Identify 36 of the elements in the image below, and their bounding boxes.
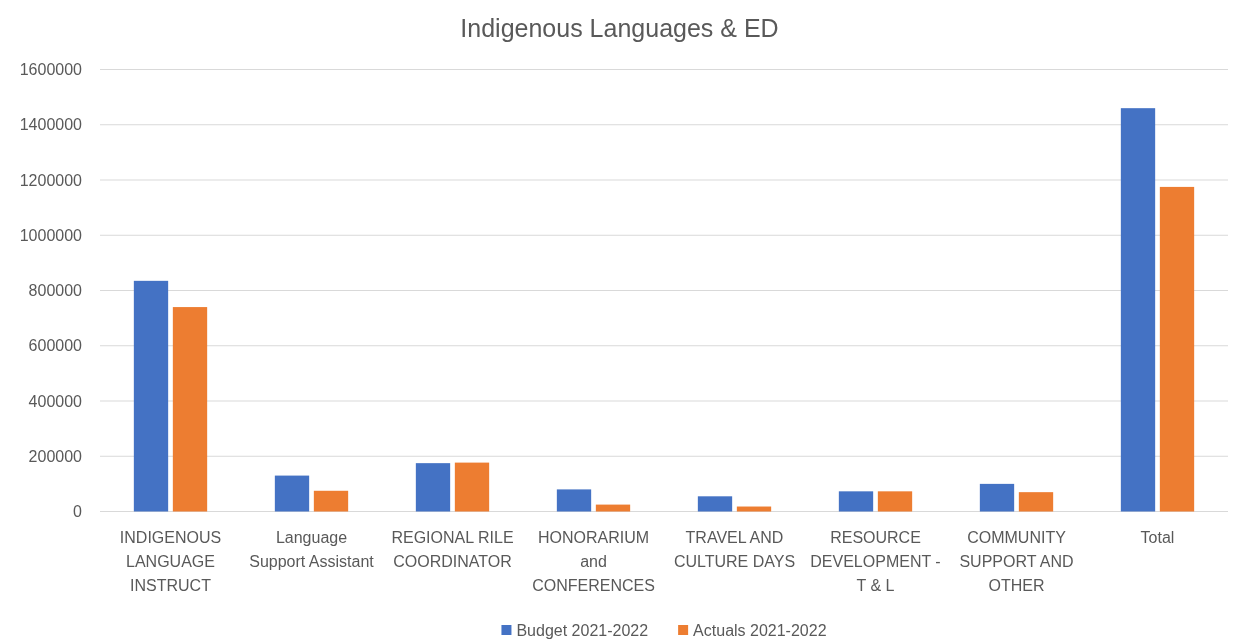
bar xyxy=(313,490,349,512)
bar xyxy=(454,462,490,512)
y-tick-label: 1200000 xyxy=(19,171,83,189)
y-tick-label: 0 xyxy=(73,503,83,521)
x-tick-label: RESOURCE DEVELOPMENT - T & L xyxy=(810,528,941,594)
y-tick-label: 800000 xyxy=(28,282,83,300)
bar xyxy=(595,504,631,512)
y-tick-label: 1000000 xyxy=(19,226,83,244)
bar xyxy=(736,506,772,512)
bar xyxy=(1120,108,1156,512)
bar xyxy=(697,496,733,512)
x-tick-label: HONORARIUM and CONFERENCES xyxy=(532,528,655,594)
y-tick-label: 400000 xyxy=(28,392,83,410)
legend-label: Actuals 2021-2022 xyxy=(693,621,827,639)
bar xyxy=(1018,492,1054,512)
bar xyxy=(274,475,310,512)
y-tick-label: 200000 xyxy=(28,447,83,465)
bar xyxy=(133,280,169,512)
x-tick-label: REGIONAL RILE COORDINATOR xyxy=(391,528,514,570)
legend-label: Budget 2021-2022 xyxy=(516,621,649,639)
y-tick-label: 1400000 xyxy=(19,116,83,134)
x-tick-label: TRAVEL AND CULTURE DAYS xyxy=(673,528,796,570)
bar xyxy=(877,491,913,512)
bar xyxy=(415,463,451,512)
bar xyxy=(838,491,874,512)
chart-title: Indigenous Languages & ED xyxy=(460,14,779,42)
bar xyxy=(172,307,208,512)
bar xyxy=(1159,186,1195,512)
bar xyxy=(979,483,1015,512)
x-tick-label: Language Support Assistant xyxy=(249,528,375,570)
y-tick-label: 1600000 xyxy=(19,61,83,79)
y-tick-label: 600000 xyxy=(28,337,83,355)
x-tick-label: Total xyxy=(1140,528,1175,546)
x-tick-label: INDIGENOUS LANGUAGE INSTRUCT xyxy=(119,528,222,594)
x-tick-label: COMMUNITY SUPPORT AND OTHER xyxy=(959,528,1074,594)
bar xyxy=(556,489,592,512)
